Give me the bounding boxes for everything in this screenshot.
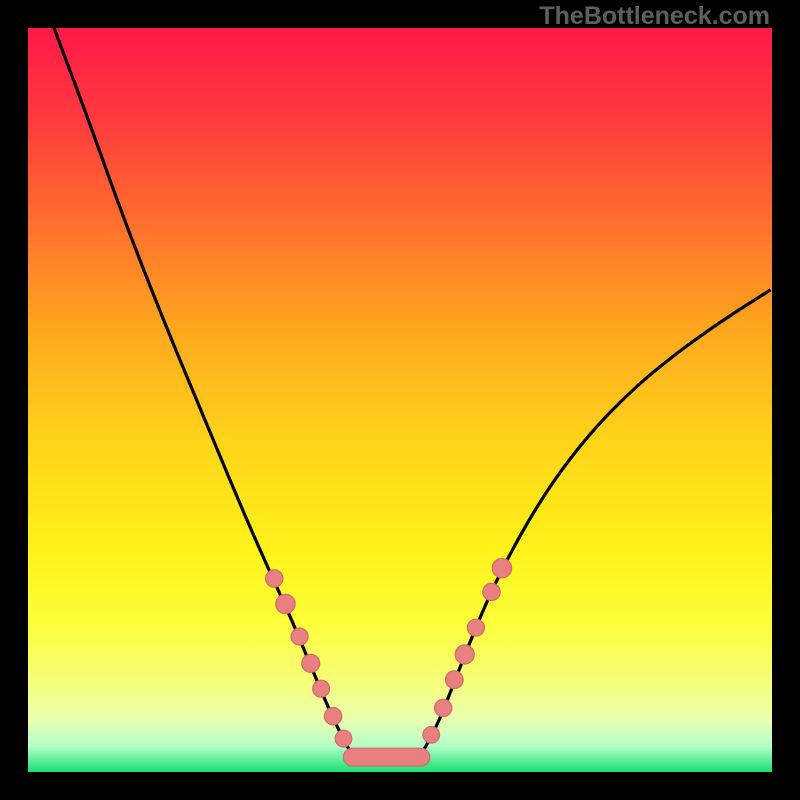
curve-marker (483, 583, 500, 600)
curve-marker (423, 726, 440, 743)
watermark-text: TheBottleneck.com (539, 2, 770, 31)
curve-marker (313, 680, 330, 697)
bottleneck-curve-chart (0, 0, 800, 800)
curve-marker (455, 645, 474, 664)
curve-marker (492, 558, 511, 577)
curve-marker (434, 699, 451, 716)
plot-background (28, 28, 772, 772)
curve-marker (291, 628, 308, 645)
curve-marker (324, 708, 341, 725)
curve-marker (302, 654, 320, 672)
curve-marker (335, 730, 352, 747)
curve-marker (445, 671, 463, 689)
chart-frame: TheBottleneck.com (0, 0, 800, 800)
curve-marker (266, 570, 283, 587)
curve-marker (276, 594, 295, 613)
floor-marker-pill (343, 748, 429, 766)
curve-marker (467, 619, 484, 636)
